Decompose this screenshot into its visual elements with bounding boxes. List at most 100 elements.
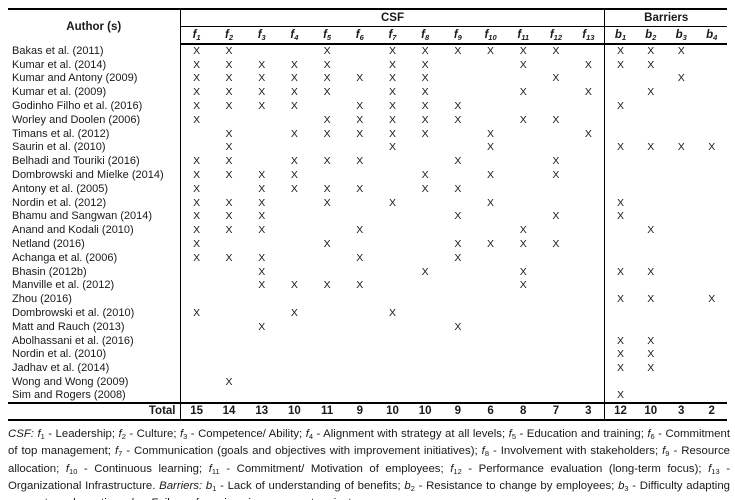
csf-mark-cell-f6 bbox=[343, 334, 376, 348]
total-csf-f7: 10 bbox=[376, 401, 409, 421]
barrier-mark-cell-b3 bbox=[666, 292, 697, 306]
footnote-barrier-subscript: 1 bbox=[212, 483, 217, 493]
csf-mark-cell-f7 bbox=[376, 251, 409, 265]
total-csf-f10: 6 bbox=[474, 401, 507, 421]
total-csf-f6: 9 bbox=[343, 401, 377, 421]
author-cell: Wong and Wong (2009) bbox=[8, 375, 181, 389]
csf-mark-cell-f10 bbox=[474, 113, 507, 127]
barrier-mark-cell-b1 bbox=[605, 306, 636, 320]
barrier-mark-cell-b2: X bbox=[647, 265, 655, 278]
csf-mark-cell-f7 bbox=[376, 389, 409, 403]
csf-mark-cell-f10 bbox=[474, 223, 507, 237]
csf-mark-cell-f1 bbox=[180, 361, 213, 375]
csf-mark-cell-f8 bbox=[409, 223, 442, 237]
footnote: CSF: f1 - Leadership; f2 - Culture; f3 -… bbox=[8, 426, 730, 500]
csf-mark-cell-f5: X bbox=[323, 58, 331, 71]
csf-mark-cell-f5: X bbox=[323, 127, 331, 140]
table-row: Wong and Wong (2009) X bbox=[8, 375, 727, 389]
barrier-mark-cell-b3 bbox=[666, 320, 697, 334]
csf-mark-cell-f5 bbox=[311, 306, 344, 320]
footnote-csf-subscript: 12 bbox=[453, 466, 462, 476]
author-cell: Kumar et al. (2014) bbox=[8, 57, 181, 72]
barrier-mark-cell-b3 bbox=[666, 223, 697, 237]
csf-mark-cell-f7 bbox=[376, 223, 409, 237]
csf-mark-cell-f4 bbox=[278, 196, 311, 210]
table-row: Timans et al. (2012) X X X X X X X X bbox=[8, 126, 727, 141]
footnote-csf-label: CSF: bbox=[8, 427, 34, 440]
barrier-mark-cell-b4 bbox=[696, 196, 727, 210]
csf-mark-cell-f2: X bbox=[225, 86, 233, 99]
csf-mark-cell-f7 bbox=[376, 361, 409, 375]
author-cell: Manville et al. (2012) bbox=[8, 278, 181, 293]
column-header-f3: f3 bbox=[245, 26, 279, 45]
csf-mark-cell-f9: X bbox=[454, 100, 462, 113]
total-csf-f8: 10 bbox=[408, 401, 442, 421]
csf-mark-cell-f4: X bbox=[290, 279, 298, 292]
total-csf-f13: 3 bbox=[572, 401, 606, 421]
footnote-barriers-label: Barriers: bbox=[159, 479, 203, 492]
csf-mark-cell-f7: X bbox=[388, 86, 396, 99]
csf-mark-cell-f13 bbox=[572, 306, 606, 320]
total-barrier-b3: 3 bbox=[665, 401, 697, 421]
csf-mark-cell-f6: X bbox=[356, 279, 364, 292]
barrier-mark-cell-b2 bbox=[635, 99, 666, 113]
csf-mark-cell-f4: X bbox=[290, 72, 298, 85]
csf-mark-cell-f9 bbox=[442, 127, 475, 141]
author-cell: Matt and Rauch (2013) bbox=[8, 319, 181, 334]
header-group-row: Author (s) CSF Barriers bbox=[8, 9, 727, 44]
total-barrier-b4: 2 bbox=[696, 401, 727, 421]
csf-mark-cell-f12 bbox=[540, 375, 573, 389]
barrier-mark-cell-b1 bbox=[605, 251, 636, 265]
footnote-csf-symbol: f bbox=[114, 445, 119, 458]
csf-mark-cell-f10 bbox=[474, 306, 507, 320]
csf-mark-cell-f10 bbox=[474, 320, 507, 334]
footnote-csf-subscript: 7 bbox=[118, 449, 123, 459]
barrier-mark-cell-b2: X bbox=[647, 362, 655, 375]
csf-mark-cell-f6 bbox=[343, 361, 376, 375]
csf-mark-cell-f4 bbox=[278, 361, 311, 375]
csf-mark-cell-f3: X bbox=[258, 100, 266, 113]
csf-mark-cell-f10: X bbox=[487, 169, 495, 182]
author-cell: Kumar and Antony (2009) bbox=[8, 71, 181, 86]
table-row: Abolhassani et al. (2016) X X bbox=[8, 333, 727, 348]
barrier-mark-cell-b1: X bbox=[616, 100, 624, 113]
barrier-mark-cell-b4: X bbox=[708, 293, 716, 306]
csf-mark-cell-f12 bbox=[540, 58, 573, 72]
table-row: Dombrowski and Mielke (2014) X X X X X X X bbox=[8, 168, 727, 182]
csf-mark-cell-f11 bbox=[507, 210, 540, 224]
csf-mark-cell-f5: X bbox=[323, 196, 331, 209]
footnote-csf-subscript: 5 bbox=[511, 431, 516, 441]
csf-mark-cell-f10: X bbox=[487, 238, 495, 251]
csf-mark-cell-f11 bbox=[507, 99, 540, 113]
barrier-mark-cell-b2 bbox=[635, 251, 666, 265]
csf-mark-cell-f9: X bbox=[454, 210, 462, 223]
total-csf-f11: 8 bbox=[506, 401, 540, 421]
header-columns-row: f1 f2 f3 f4 f5 f6 f7 f8 f9 f10 f11 f12 f13 b1 b2 b3 b4 bbox=[8, 26, 727, 45]
table-row: Kumar et al. (2014) X X X X X X X X X X X bbox=[8, 57, 727, 72]
csf-mark-cell-f2: X bbox=[225, 45, 233, 58]
barrier-mark-cell-b3: X bbox=[677, 45, 685, 58]
barrier-mark-cell-b2 bbox=[635, 196, 666, 210]
csf-mark-cell-f13 bbox=[572, 154, 606, 169]
csf-mark-cell-f13: X bbox=[572, 126, 606, 141]
csf-mark-cell-f7: X bbox=[388, 196, 396, 209]
barrier-mark-cell-b4 bbox=[696, 127, 727, 141]
csf-mark-cell-f1: X bbox=[193, 251, 201, 264]
csf-mark-cell-f8 bbox=[409, 154, 442, 168]
csf-mark-cell-f12 bbox=[540, 389, 573, 403]
csf-group-header: CSF bbox=[180, 9, 606, 27]
barrier-mark-cell-b2 bbox=[635, 279, 666, 293]
csf-mark-cell-f10 bbox=[474, 334, 507, 348]
barrier-mark-cell-b3 bbox=[666, 168, 697, 182]
csf-mark-cell-f13 bbox=[572, 250, 606, 265]
csf-mark-cell-f1: X bbox=[193, 210, 201, 223]
csf-mark-cell-f7 bbox=[376, 348, 409, 362]
barrier-mark-cell-b4 bbox=[696, 306, 727, 320]
csf-mark-cell-f6 bbox=[343, 292, 376, 306]
csf-mark-cell-f6: X bbox=[356, 182, 364, 195]
csf-mark-cell-f11 bbox=[507, 389, 540, 403]
barrier-mark-cell-b3 bbox=[666, 251, 697, 265]
csf-mark-cell-f1 bbox=[180, 320, 213, 334]
barrier-mark-cell-b3 bbox=[666, 113, 697, 127]
csf-mark-cell-f4: X bbox=[290, 58, 298, 71]
